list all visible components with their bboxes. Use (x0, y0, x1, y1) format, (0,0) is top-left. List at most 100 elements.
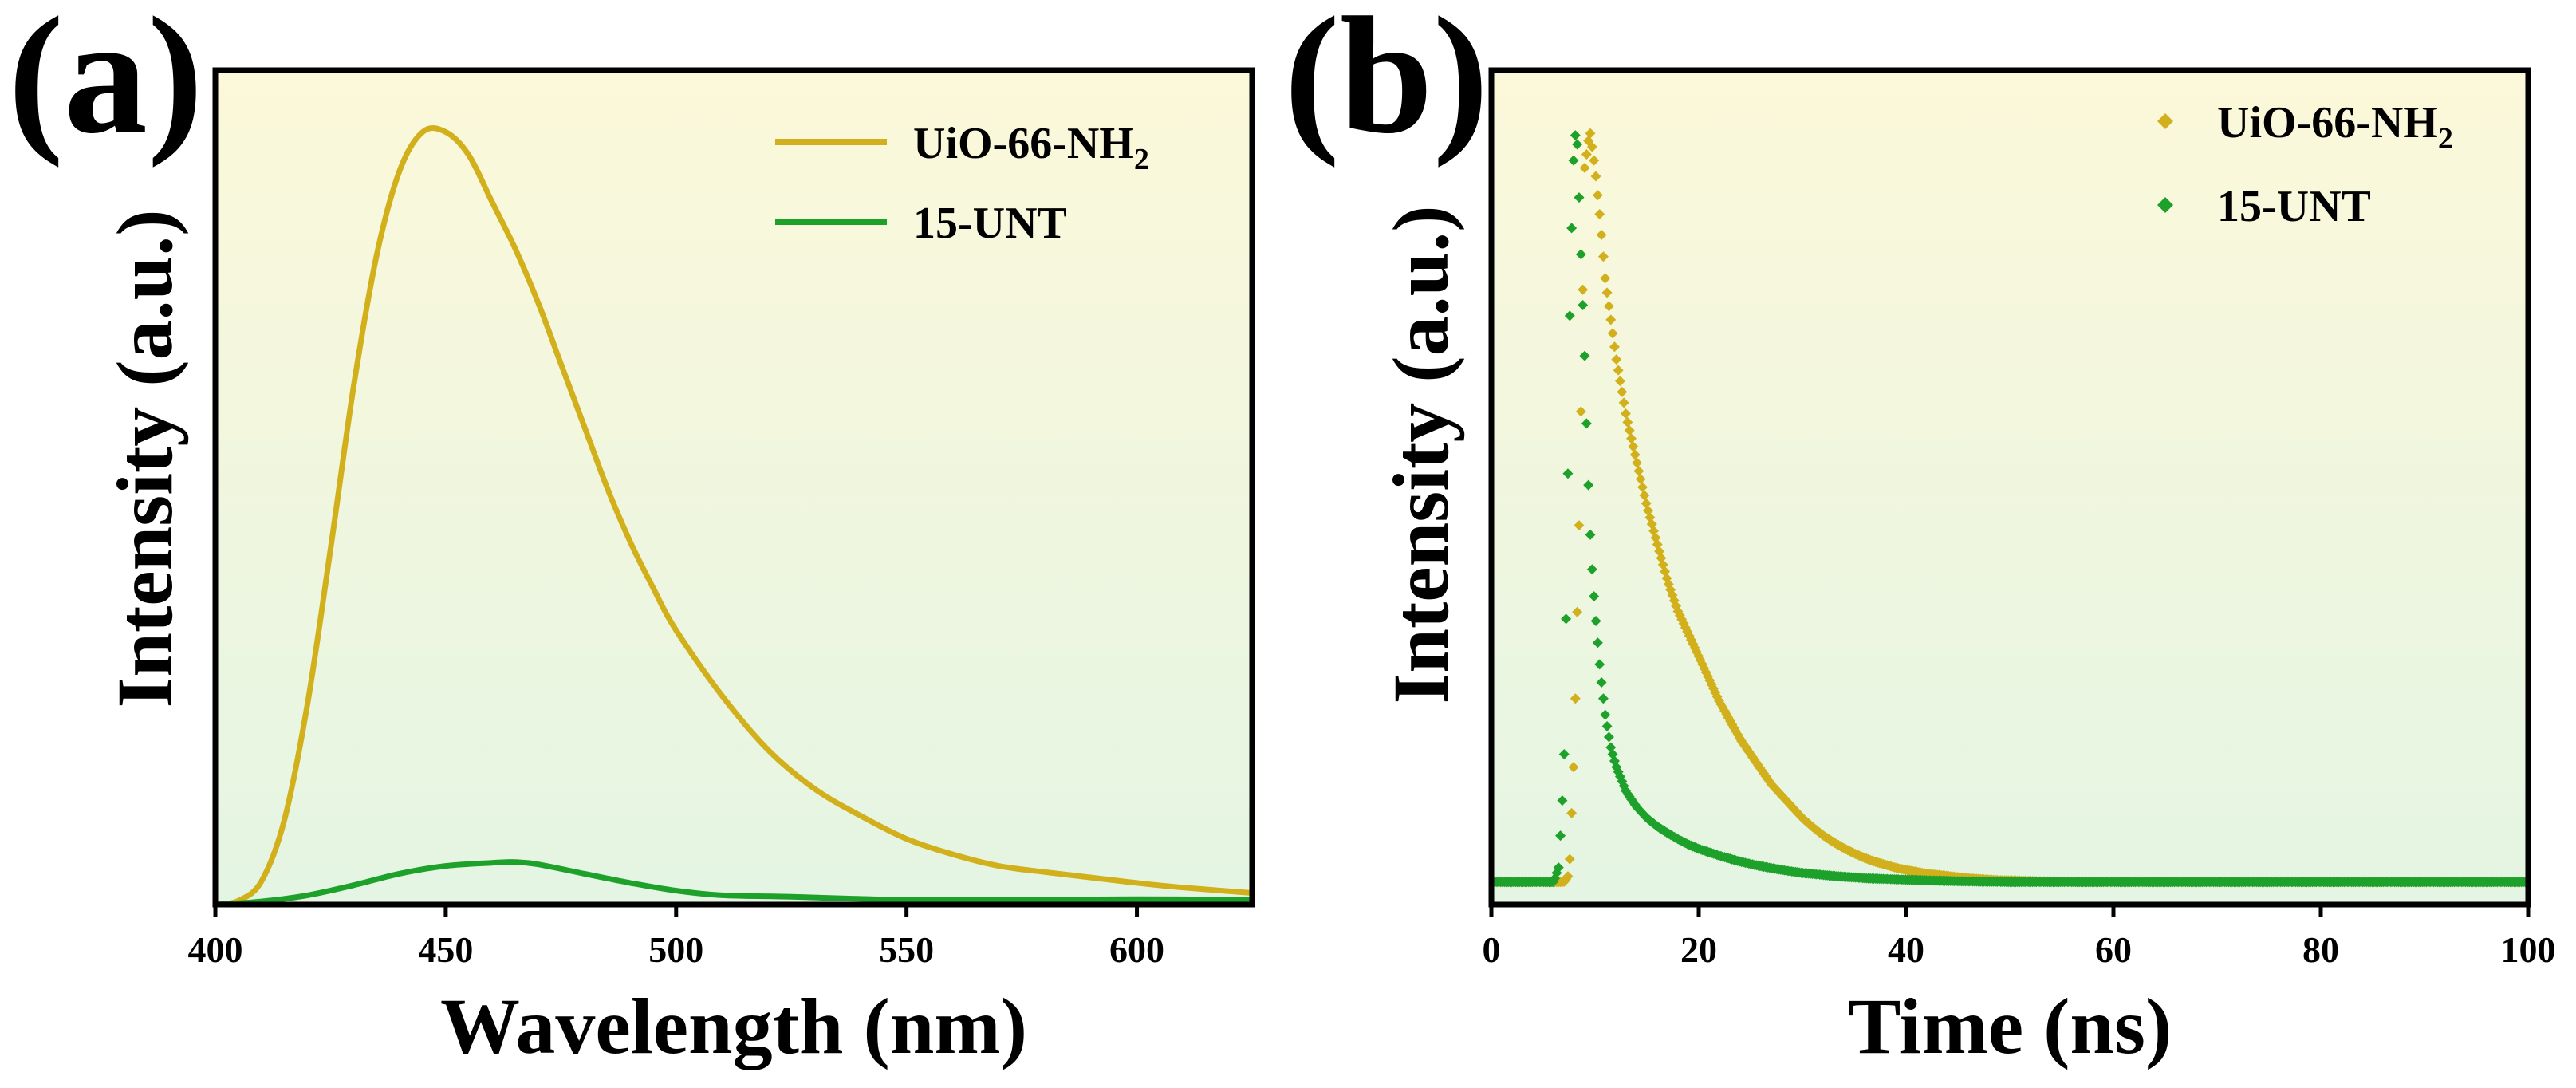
panel-b-x-tick-label: 20 (1680, 929, 1717, 970)
panel-b-series-uio-66-nh2-point (1617, 386, 1628, 397)
panel-b-x-tick-label: 100 (2501, 929, 2556, 970)
panel-a-x-tick-label: 400 (188, 929, 243, 970)
panel-b-series-uio-66-nh2-point (1566, 807, 1578, 818)
panel-b-series-uio-66-nh2-point (1605, 314, 1617, 325)
panel-b-series-uio-66-nh2-point (1585, 128, 1596, 139)
panel-b-series-15-unt-point (1574, 192, 1585, 203)
panel-b-x-tick-label: 40 (1888, 929, 1924, 970)
panel-b-series-uio-66-nh2-point (1635, 474, 1646, 485)
panel-b-series-uio-66-nh2-point (1628, 441, 1639, 452)
panel-b-x-ticks: 0 20 40 60 80 100 (1483, 905, 2556, 970)
panel-a-x-tick-label: 550 (879, 929, 934, 970)
panel-b-legend-label-uio-main: UiO-66-NH (2217, 98, 2438, 148)
panel-b-series-uio-66-nh2-point (1618, 397, 1629, 408)
panel-b-series-15-unt-point (1562, 468, 1574, 479)
panel-b-series-15-unt-point (1572, 139, 1583, 150)
panel-b-legend-label-uio: UiO-66-NH2 (2217, 98, 2453, 156)
panel-b-series-15-unt-point (1553, 862, 1564, 873)
panel-b-series-15-unt-point (1555, 830, 1566, 842)
panel-b-series-uio-66-nh2-point (1609, 341, 1620, 353)
panel-b-series-15-unt-point (1583, 479, 1594, 491)
panel-b-series-15-unt-point (1596, 676, 1607, 688)
panel-b-series-uio-66-nh2-point (1564, 853, 1575, 865)
panel-a-legend-label-uio: UiO-66-NH2 (913, 119, 1149, 176)
panel-b-series-15-unt-point (1603, 731, 1614, 743)
panel-b-series-15-unt-point (1581, 418, 1592, 429)
panel-b-series-uio-66-nh2-point (1570, 693, 1581, 704)
panel-b-series-group (1491, 128, 2528, 888)
panel-b-series-uio-66-nh2-point (1641, 498, 1652, 509)
panel-b-series-15-unt-point (1566, 223, 1578, 234)
panel-b-x-axis-title: Time (ns) (1848, 982, 2172, 1070)
panel-b-series-15-unt-point (1585, 529, 1596, 540)
panel-b-series-uio-66-nh2-point (1590, 171, 1601, 182)
panel-b-legend: UiO-66-NH2 15-UNT (2157, 98, 2453, 231)
panel-b-series-15-unt-point (1586, 564, 1597, 575)
panel-b-series-15-unt-point (1592, 637, 1603, 648)
panel-a-y-axis-title: Intensity (a.u.) (100, 209, 189, 708)
panel-b: (b) 0 20 40 60 80 100 Time (ns) Intensity (a.… (1284, 0, 2556, 1070)
panel-b-series-uio-66-nh2-point (1611, 354, 1622, 365)
panel-a-plot-background (215, 70, 1252, 905)
panel-b-series-uio-66-nh2-point (1574, 520, 1585, 531)
panel-b-series-uio-66-nh2-point (1581, 149, 1592, 160)
panel-b-legend-marker-uio (2157, 113, 2173, 129)
panel-b-series-uio-66-nh2-point (1613, 365, 1624, 376)
panel-b-series-15-unt-point (1564, 310, 1575, 321)
panel-b-series-15-unt-point (1601, 720, 1613, 731)
panel-b-series-uio-66-nh2-point (1622, 416, 1633, 428)
panel-a-legend-label-uio-main: UiO-66-NH (913, 119, 1134, 168)
panel-a-series-uio-66-nh2-line (215, 125, 1252, 905)
panel-b-plot-frame (1488, 67, 2531, 908)
panel-b-x-tick-label: 0 (1483, 929, 1501, 970)
panel-b-series-15-unt-point (1578, 299, 1589, 310)
panel-b-series-uio-66-nh2-point (1614, 376, 1625, 387)
panel-a: (a) 400 450 500 550 600 Wavelength (nm) Inte… (8, 0, 1255, 1070)
panel-b-series-15-unt-point (1558, 749, 1570, 760)
panel-b-series-15-unt-point (1589, 591, 1600, 602)
panel-b-series-uio-66-nh2-point (1607, 328, 1618, 339)
panel-b-series-uio-66-nh2-point (1578, 284, 1589, 295)
panel-b-series-uio-66-nh2-point (1626, 433, 1637, 444)
panel-b-series-15-unt-point (1568, 155, 1579, 166)
panel-b-legend-marker-15unt (2157, 197, 2173, 213)
panel-a-label: (a) (8, 0, 203, 168)
panel-b-series-15-unt-point (1561, 613, 1572, 625)
panel-b-series-uio-66-nh2-point (1632, 457, 1643, 468)
panel-b-series-uio-66-nh2-point (1633, 465, 1644, 476)
panel-a-x-axis-title: Wavelength (nm) (440, 982, 1027, 1070)
panel-b-series-15-unt-point (1557, 795, 1568, 806)
panel-b-series-uio-66-nh2-point (1562, 871, 1574, 882)
panel-b-series-15-unt-point (1594, 659, 1605, 670)
panel-b-series-15-unt-point (1579, 350, 1590, 361)
panel-b-series-uio-66-nh2-point (1568, 762, 1579, 773)
panel-b-x-tick-label: 80 (2302, 929, 2339, 970)
panel-b-legend-label-15unt: 15-UNT (2217, 182, 2371, 231)
panel-b-series-15-unt-point (1597, 693, 1609, 704)
panel-b-series-uio-66-nh2-point (1596, 230, 1607, 241)
panel-a-series-group (215, 125, 1252, 905)
panel-b-series-15-unt-point (1590, 616, 1601, 627)
panel-b-series-uio-66-nh2-point (1600, 273, 1611, 284)
panel-b-plot-background (1491, 70, 2528, 905)
panel-b-legend-label-uio-sub: 2 (2438, 122, 2453, 156)
panel-b-series-uio-66-nh2-point (1620, 408, 1631, 419)
panel-a-plot-frame (212, 67, 1255, 908)
panel-a-legend-label-15unt: 15-UNT (913, 199, 1067, 248)
panel-a-series-15-unt-line (215, 859, 1252, 905)
panel-b-series-15-unt-point (1575, 249, 1586, 260)
panel-b-series-uio-66-nh2-point (1575, 406, 1586, 417)
panel-a-x-tick-label: 600 (1109, 929, 1164, 970)
panel-b-series-uio-66-nh2-point (1586, 141, 1597, 152)
panel-b-series-uio-66-nh2-point (1572, 606, 1583, 617)
panel-a-legend-label-uio-sub: 2 (1134, 143, 1149, 176)
panel-b-series-uio-66-nh2-point (1603, 301, 1614, 312)
panel-b-series-uio-66-nh2-point (1592, 190, 1603, 201)
panel-a-x-tick-label: 450 (418, 929, 473, 970)
panel-b-series-uio-66-nh2-point (1629, 449, 1641, 460)
panel-b-label: (b) (1284, 0, 1489, 168)
panel-a-x-ticks: 400 450 500 550 600 (188, 905, 1164, 970)
panel-b-series-uio-66-nh2-point (1579, 163, 1590, 174)
panel-b-series-uio-66-nh2-point (1637, 482, 1648, 493)
